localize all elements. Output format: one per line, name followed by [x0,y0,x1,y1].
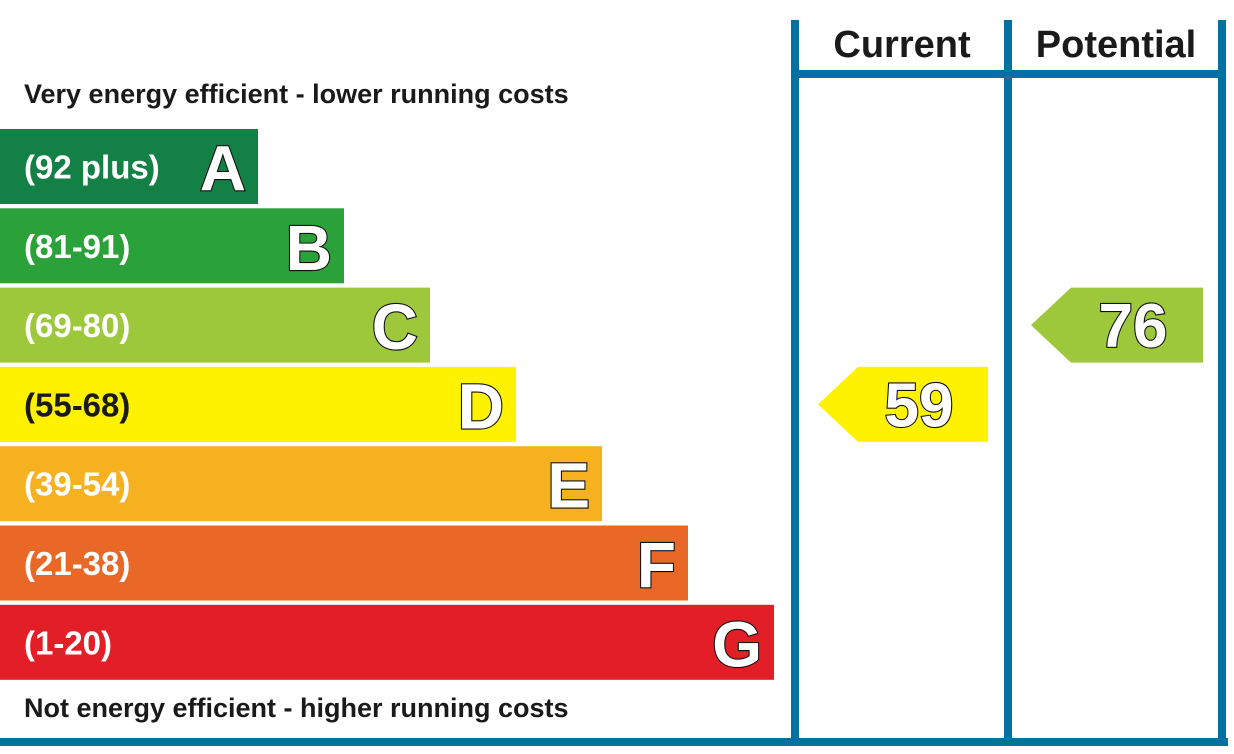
frame-right-rule [1218,20,1226,742]
band-a-letter: A [200,133,246,205]
frame-bottom-line [0,738,1228,746]
band-e-bar [0,446,602,522]
band-d-range: (55-68) [24,386,130,423]
frame-middle-rule [1004,20,1012,742]
band-d-bar [0,366,516,442]
band-b-bar [0,208,344,284]
band-c-bar [0,287,430,363]
band-c-letter: C [372,291,418,363]
band-f-range: (21-38) [24,545,130,582]
current-column-header: Current [833,24,971,66]
potential-rating-arrow [1031,287,1203,363]
band-b-range: (81-91) [24,228,130,265]
band-e-range: (39-54) [24,466,130,503]
band-g-letter: G [712,608,762,680]
current-rating-value: 59 [885,371,954,440]
frame-left-rule [791,20,799,742]
current-rating-arrow [818,366,988,442]
rating-bands: (92 plus) A (81-91) B (69-80) C (55-68) D (39-54… [0,129,774,681]
band-d-letter: D [458,370,504,442]
band-b-letter: B [286,212,332,284]
top-caption: Very energy efficient - lower running co… [24,79,569,109]
band-c-range: (69-80) [24,307,130,344]
bottom-caption: Not energy efficient - higher running co… [24,693,569,723]
band-g-bar [0,604,774,680]
band-f-letter: F [637,529,676,601]
table-frame [0,20,1228,746]
band-a-bar [0,129,258,204]
potential-rating-marker: 76 [1031,287,1203,363]
band-a-range: (92 plus) [24,149,160,186]
band-g-range: (1-20) [24,624,112,661]
header-underline [791,70,1226,78]
potential-rating-value: 76 [1099,292,1168,361]
potential-column-header: Potential [1036,24,1196,66]
band-e-letter: E [547,450,590,522]
band-f-bar [0,525,688,601]
current-rating-marker: 59 [818,366,988,442]
